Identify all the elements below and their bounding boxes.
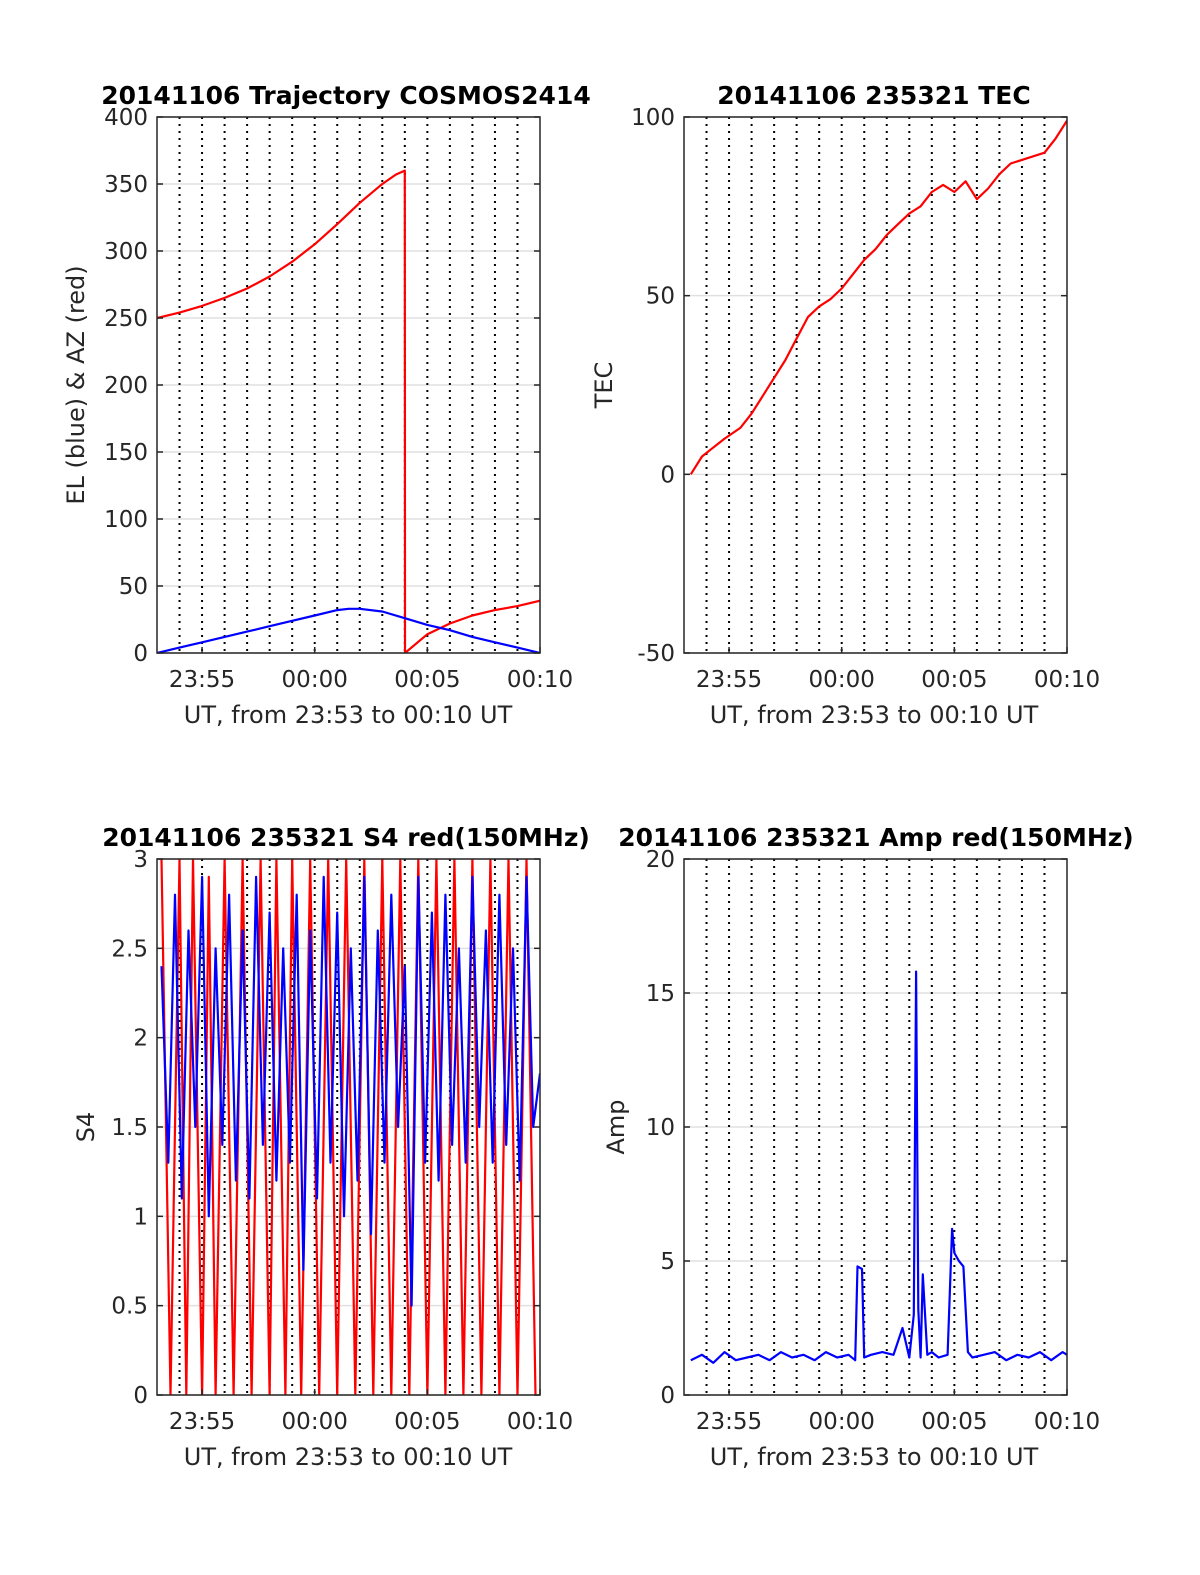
s4-ytick-label-0: 0	[133, 1383, 148, 1409]
s4-xtick-label-0: 23:55	[169, 1409, 235, 1435]
tec-ytick-label-1: 0	[660, 462, 675, 488]
amp-xtick-label-3: 00:10	[1034, 1409, 1100, 1435]
amp-xtick-label-2: 00:05	[921, 1409, 987, 1435]
panel-tec: 20141106 235321 TEC -50 0 50 100 23:55 00:00 0…	[590, 81, 1100, 729]
tec-title: 20141106 235321 TEC	[717, 81, 1030, 110]
s4-ytick-label-6: 3	[133, 847, 148, 873]
s4-ytick-label-1: 0.5	[111, 1294, 148, 1320]
s4-ytick-label-4: 2	[133, 1026, 148, 1052]
s4-title: 20141106 235321 S4 red(150MHz)	[102, 823, 590, 852]
panel-trajectory: 20141106 Trajectory COSMOS2414 0 50 100 150…	[62, 81, 591, 729]
s4-xtick-label-1: 00:00	[282, 1409, 348, 1435]
amp-ytick-label-3: 15	[646, 981, 675, 1007]
s4-xtick-label-2: 00:05	[394, 1409, 460, 1435]
trajectory-xtick-label-0: 23:55	[169, 667, 235, 693]
s4-ytick-label-5: 2.5	[111, 936, 148, 962]
s4-xlabel: UT, from 23:53 to 00:10 UT	[184, 1443, 513, 1471]
tec-ytick-label-3: 100	[631, 105, 675, 131]
s4-xtick-label-3: 00:10	[507, 1409, 573, 1435]
trajectory-series-el-line	[157, 607, 540, 653]
tec-axes-box	[683, 116, 1068, 654]
tec-ytick-label-0: -50	[637, 641, 675, 667]
trajectory-xtick-label-1: 00:00	[282, 667, 348, 693]
trajectory-ytick-label-2: 100	[104, 507, 148, 533]
tec-xtick-label-0: 23:55	[696, 667, 762, 693]
trajectory-ytick-label-3: 150	[104, 440, 148, 466]
trajectory-ylabel: EL (blue) & AZ (red)	[62, 265, 90, 504]
tec-ytick-label-2: 50	[646, 284, 675, 310]
trajectory-title: 20141106 Trajectory COSMOS2414	[101, 81, 591, 110]
trajectory-xlabel: UT, from 23:53 to 00:10 UT	[184, 701, 513, 729]
trajectory-ytick-label-0: 0	[133, 641, 148, 667]
trajectory-ytick-label-5: 250	[104, 306, 148, 332]
amp-title: 20141106 235321 Amp red(150MHz)	[618, 823, 1134, 852]
trajectory-ytick-label-6: 300	[104, 239, 148, 265]
amp-ylabel: Amp	[602, 1099, 630, 1154]
trajectory-xtick-label-2: 00:05	[394, 667, 460, 693]
panel-amp: 20141106 235321 Amp red(150MHz) 0 5 10 15 20…	[602, 823, 1134, 1471]
amp-ytick-label-2: 10	[646, 1115, 675, 1141]
s4-series-blue-line	[160, 875, 540, 1307]
trajectory-plot-area: 0 50 100 150 200 250 300 350 400 23:55 00:00 00:05 0…	[104, 105, 573, 693]
tec-xlabel: UT, from 23:53 to 00:10 UT	[710, 701, 1039, 729]
panel-s4: 20141106 235321 S4 red(150MHz) 0 0.5 1 1.5 2…	[72, 823, 590, 1471]
amp-xtick-label-1: 00:00	[809, 1409, 875, 1435]
amp-xlabel: UT, from 23:53 to 00:10 UT	[710, 1443, 1039, 1471]
amp-ytick-label-1: 5	[660, 1249, 675, 1275]
tec-series-tec-line	[689, 120, 1067, 475]
s4-ylabel: S4	[72, 1112, 100, 1143]
trajectory-xtick-label-3: 00:10	[507, 667, 573, 693]
trajectory-series-az-line	[157, 169, 540, 653]
tec-plot-area: -50 0 50 100 23:55 00:00 00:05 00:10	[631, 105, 1100, 693]
amp-ytick-label-0: 0	[660, 1383, 675, 1409]
amp-series-amp-line	[690, 970, 1067, 1364]
s4-plot-area: 0 0.5 1 1.5 2 2.5 3 23:55 00:00 00:05 00:10	[111, 847, 573, 1435]
trajectory-ytick-label-1: 50	[119, 574, 148, 600]
amp-xtick-label-0: 23:55	[696, 1409, 762, 1435]
trajectory-ytick-label-4: 200	[104, 373, 148, 399]
tec-ylabel: TEC	[590, 362, 618, 410]
tec-xtick-label-2: 00:05	[921, 667, 987, 693]
amp-ytick-label-4: 20	[646, 847, 675, 873]
s4-ytick-label-2: 1	[133, 1204, 148, 1230]
s4-ytick-label-3: 1.5	[111, 1115, 148, 1141]
tec-xtick-label-1: 00:00	[809, 667, 875, 693]
amp-plot-area: 0 5 10 15 20 23:55 00:00 00:05 00:10	[646, 847, 1100, 1435]
tec-xtick-label-3: 00:10	[1034, 667, 1100, 693]
trajectory-ytick-label-7: 350	[104, 172, 148, 198]
trajectory-ytick-label-8: 400	[104, 105, 148, 131]
